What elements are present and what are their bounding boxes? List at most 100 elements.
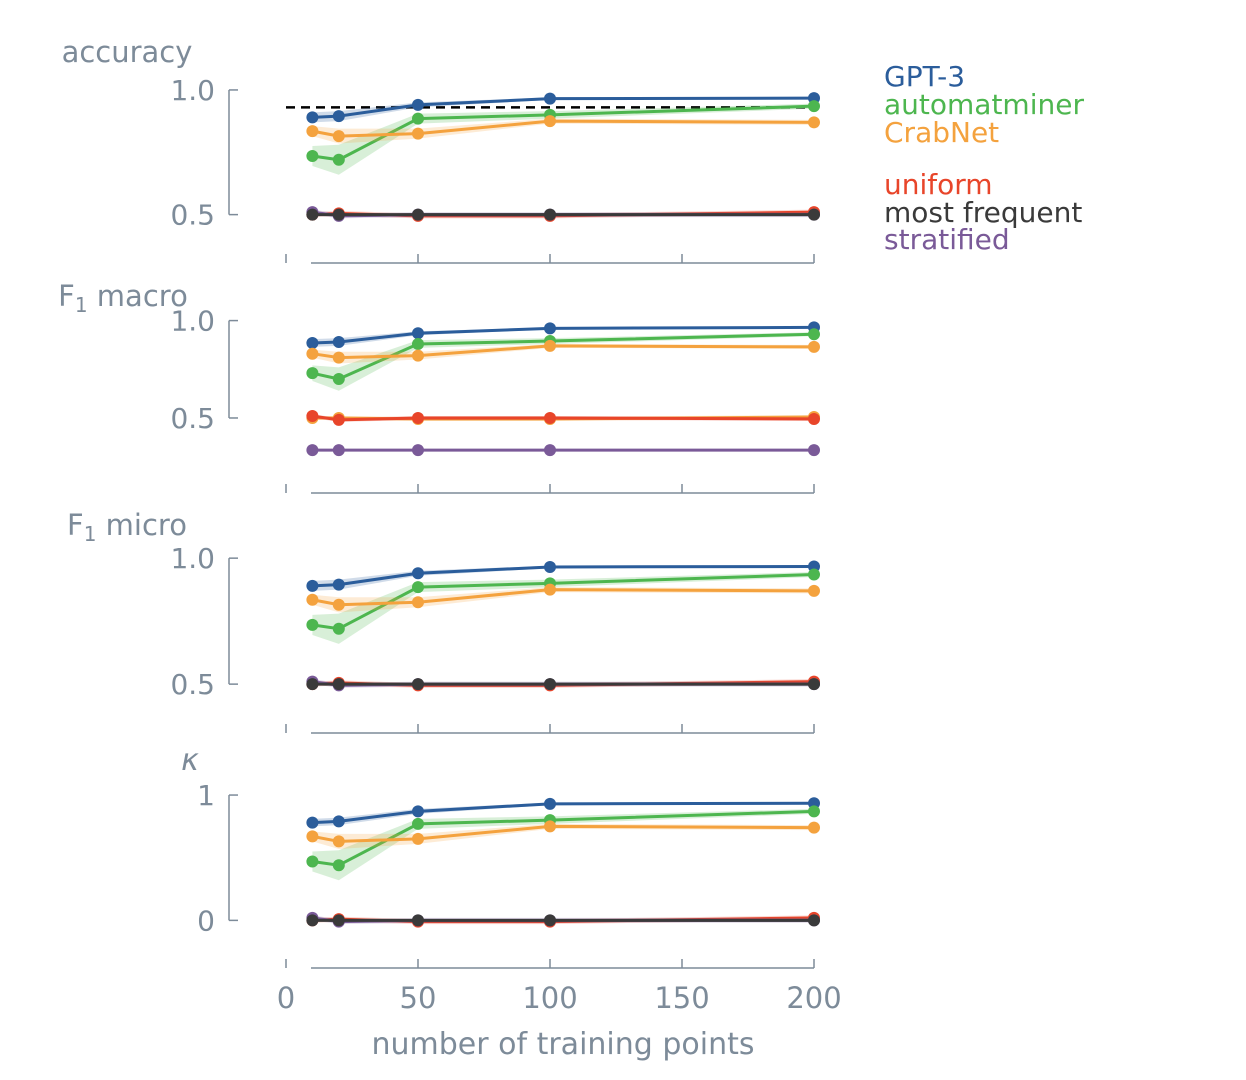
point-gpt-3-0-0 xyxy=(306,111,319,124)
series-automatminer-1 xyxy=(306,328,820,391)
point-uniform-1-3 xyxy=(544,411,556,424)
panel-title-0: accuracy xyxy=(62,35,193,69)
x-tick-label-0: 0 xyxy=(277,981,295,1015)
series-stratified-1 xyxy=(306,444,820,457)
series-most-frequent-2 xyxy=(306,678,820,691)
point-automatminer-2-1 xyxy=(332,622,345,635)
point-uniform-1-0 xyxy=(306,410,319,423)
point-crabnet-0-3 xyxy=(544,115,556,128)
legend-entry-crabnet: CrabNet xyxy=(884,116,999,149)
point-crabnet-1-1 xyxy=(332,351,345,364)
point-crabnet-2-0 xyxy=(306,593,319,606)
legend-entry-gpt3: GPT-3 xyxy=(884,60,965,93)
point-automatminer-3-0 xyxy=(306,855,319,868)
point-most-frequent-2-2 xyxy=(412,678,424,691)
point-automatminer-3-1 xyxy=(332,859,345,872)
point-crabnet-2-3 xyxy=(544,583,556,596)
point-gpt-3-2-3 xyxy=(544,560,556,573)
point-most-frequent-2-1 xyxy=(332,678,345,691)
point-automatminer-3-4 xyxy=(808,805,820,818)
band-automatminer-1 xyxy=(312,332,814,391)
panel-0: accuracy 0.5 1.0 xyxy=(62,35,820,264)
point-crabnet-3-0 xyxy=(306,830,319,843)
point-gpt-3-3-3 xyxy=(544,797,556,810)
point-gpt-3-3-0 xyxy=(306,816,319,829)
x-axis-title: number of training points xyxy=(372,1027,755,1062)
band-automatminer-0 xyxy=(312,103,814,175)
y-tick-label-0-0: 0.5 xyxy=(170,199,215,232)
y-tick-label-0-1: 1.0 xyxy=(170,74,215,107)
panel-2: F1 micro 0.5 1.0 xyxy=(67,508,820,734)
point-automatminer-0-2 xyxy=(412,112,424,125)
point-automatminer-1-0 xyxy=(306,367,319,380)
point-automatminer-0-4 xyxy=(808,100,820,113)
point-automatminer-2-2 xyxy=(412,581,424,594)
band-automatminer-3 xyxy=(312,808,814,881)
point-most-frequent-2-3 xyxy=(544,678,556,691)
legend-entry-automatminer: automatminer xyxy=(884,88,1084,121)
point-crabnet-2-2 xyxy=(412,596,424,609)
series-most-frequent-0 xyxy=(306,208,820,221)
point-crabnet-0-0 xyxy=(306,125,319,138)
point-automatminer-1-1 xyxy=(332,373,345,386)
x-tick-label-50: 50 xyxy=(400,981,437,1015)
legend-entry-most-frequent: most frequent xyxy=(884,196,1082,229)
point-most-frequent-0-1 xyxy=(332,208,345,221)
point-gpt-3-1-3 xyxy=(544,322,556,335)
point-most-frequent-0-2 xyxy=(412,208,424,221)
series-crabnet-3 xyxy=(306,820,820,849)
point-most-frequent-3-2 xyxy=(412,914,424,927)
point-gpt-3-2-1 xyxy=(332,578,345,591)
point-crabnet-0-1 xyxy=(332,130,345,143)
point-most-frequent-2-0 xyxy=(306,678,319,691)
band-automatminer-2 xyxy=(312,572,814,644)
point-most-frequent-3-3 xyxy=(544,914,556,927)
point-crabnet-3-4 xyxy=(808,821,820,834)
panel-1: F1 macro 0.5 1.0 xyxy=(58,279,820,494)
panel-3: κ 0 1 xyxy=(181,743,820,969)
point-gpt-3-2-0 xyxy=(306,579,319,592)
series-crabnet-1 xyxy=(306,339,820,364)
point-gpt-3-0-3 xyxy=(544,92,556,105)
point-crabnet-1-0 xyxy=(306,347,319,360)
point-automatminer-2-4 xyxy=(808,568,820,581)
point-most-frequent-3-1 xyxy=(332,914,345,927)
series-crabnet-0 xyxy=(306,115,820,144)
point-gpt-3-2-2 xyxy=(412,567,424,580)
point-uniform-1-1 xyxy=(332,413,345,426)
point-crabnet-1-2 xyxy=(412,349,424,362)
point-gpt-3-1-1 xyxy=(332,336,345,349)
x-tick-label-150: 150 xyxy=(654,981,709,1015)
point-most-frequent-2-4 xyxy=(808,678,820,691)
point-gpt-3-3-1 xyxy=(332,815,345,828)
point-crabnet-3-2 xyxy=(412,832,424,845)
point-crabnet-1-4 xyxy=(808,340,820,353)
point-crabnet-0-2 xyxy=(412,127,424,140)
point-automatminer-1-4 xyxy=(808,328,820,341)
point-automatminer-0-0 xyxy=(306,150,319,163)
series-uniform-1 xyxy=(306,410,820,426)
panel-title-1: F1 macro xyxy=(58,279,188,317)
x-axis: 0 50 100 150 200 number of training poin… xyxy=(277,981,842,1062)
legend-entry-uniform: uniform xyxy=(884,168,993,201)
point-gpt-3-1-2 xyxy=(412,327,424,340)
point-crabnet-0-4 xyxy=(808,116,820,129)
point-uniform-1-4 xyxy=(808,412,820,425)
point-stratified-1-4 xyxy=(808,444,820,457)
series-gpt-3-0 xyxy=(306,92,820,124)
y-tick-label-3-1: 1 xyxy=(197,779,215,812)
point-gpt-3-0-2 xyxy=(412,98,424,111)
series-most-frequent-3 xyxy=(306,914,820,927)
point-crabnet-2-1 xyxy=(332,598,345,611)
point-most-frequent-0-4 xyxy=(808,208,820,221)
legend-entry-stratified: stratified xyxy=(884,223,1010,256)
point-most-frequent-0-0 xyxy=(306,208,319,221)
series-gpt-3-1 xyxy=(306,321,820,349)
point-crabnet-3-3 xyxy=(544,820,556,833)
panel-title-2: F1 micro xyxy=(67,508,187,546)
x-tick-label-200: 200 xyxy=(786,981,841,1015)
y-tick-label-2-0: 0.5 xyxy=(170,668,215,701)
y-tick-label-1-1: 1.0 xyxy=(170,305,215,338)
